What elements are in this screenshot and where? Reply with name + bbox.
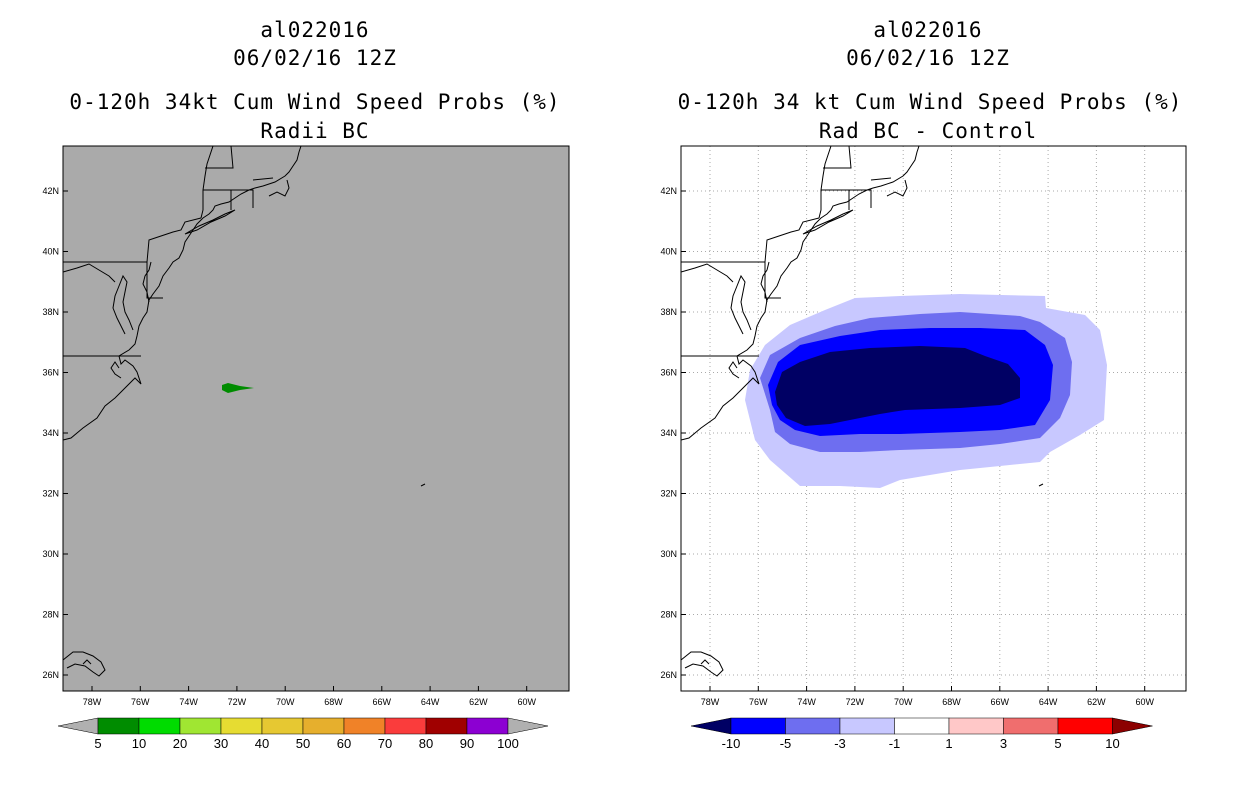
colorbar-swatch bbox=[730, 717, 786, 735]
colorbar-swatch bbox=[948, 717, 1004, 735]
colorbar-label: 5 bbox=[1054, 736, 1061, 751]
colorbar-swatch bbox=[425, 717, 468, 735]
colorbar-label: 10 bbox=[1105, 736, 1119, 751]
colorbar-label: 20 bbox=[173, 736, 187, 751]
right-title: 0-120h 34 kt Cum Wind Speed Probs (%) bbox=[677, 90, 1183, 114]
colorbar-label: 1 bbox=[945, 736, 952, 751]
lon-label-64W: 64W bbox=[1039, 697, 1058, 707]
colorbar-swatch bbox=[1003, 717, 1059, 735]
colorbar-swatch bbox=[785, 717, 841, 735]
lat-label-38N: 38N bbox=[42, 307, 59, 317]
lon-label-62W: 62W bbox=[1087, 697, 1106, 707]
colorbar-label: 60 bbox=[337, 736, 351, 751]
lat-label-34N: 34N bbox=[42, 428, 59, 438]
lon-label-78W: 78W bbox=[83, 697, 102, 707]
lon-label-78W: 78W bbox=[701, 697, 720, 707]
lon-label-68W: 68W bbox=[942, 697, 961, 707]
colorbar-swatch bbox=[220, 717, 263, 735]
lon-label-74W: 74W bbox=[179, 697, 198, 707]
left-subtitle: Radii BC bbox=[260, 119, 370, 143]
lon-label-60W: 60W bbox=[517, 697, 536, 707]
left-storm-id: al022016 bbox=[260, 18, 370, 42]
lat-label-28N: 28N bbox=[42, 610, 59, 620]
colorbar-swatch bbox=[384, 717, 427, 735]
lat-label-34N: 34N bbox=[660, 428, 677, 438]
right-subtitle: Rad BC - Control bbox=[818, 119, 1038, 143]
lat-label-26N: 26N bbox=[42, 670, 59, 680]
lat-label-26N: 26N bbox=[660, 670, 677, 680]
lat-label-36N: 36N bbox=[42, 368, 59, 378]
right-storm-id: al022016 bbox=[873, 18, 983, 42]
colorbar-swatch bbox=[261, 717, 304, 735]
colorbar-swatch bbox=[343, 717, 386, 735]
lat-label-28N: 28N bbox=[660, 610, 677, 620]
lat-label-32N: 32N bbox=[660, 489, 677, 499]
lon-label-70W: 70W bbox=[894, 697, 913, 707]
colorbar-label: -3 bbox=[834, 736, 846, 751]
lon-label-60W: 60W bbox=[1135, 697, 1154, 707]
lon-label-66W: 66W bbox=[373, 697, 392, 707]
colorbar-label: 40 bbox=[255, 736, 269, 751]
lon-label-72W: 72W bbox=[228, 697, 247, 707]
left-map-frame bbox=[62, 145, 570, 692]
colorbar-swatch bbox=[138, 717, 181, 735]
lon-label-62W: 62W bbox=[469, 697, 488, 707]
colorbar-label: -10 bbox=[722, 736, 741, 751]
left-map: 78W 76W 74W 72W 70W 68W 66W 64W 62W 60W 42N 40N 38N 3… bbox=[42, 145, 570, 707]
lat-label-42N: 42N bbox=[42, 186, 59, 196]
right-date: 06/02/16 12Z bbox=[846, 46, 1010, 70]
left-date: 06/02/16 12Z bbox=[233, 46, 397, 70]
lat-label-40N: 40N bbox=[660, 247, 677, 257]
colorbar-swatch bbox=[179, 717, 222, 735]
colorbar-swatch bbox=[302, 717, 345, 735]
right-contour-minus-10 bbox=[775, 346, 1020, 426]
lat-label-36N: 36N bbox=[660, 368, 677, 378]
colorbar-swatch bbox=[1057, 717, 1113, 735]
lat-label-40N: 40N bbox=[42, 247, 59, 257]
left-map-background bbox=[63, 146, 569, 691]
left-title: 0-120h 34kt Cum Wind Speed Probs (%) bbox=[69, 90, 561, 114]
colorbar-label: 10 bbox=[132, 736, 146, 751]
colorbar-label: 90 bbox=[460, 736, 474, 751]
colorbar-swatch bbox=[839, 717, 895, 735]
right-map: 78W 76W 74W 72W 70W 68W 66W 64W 62W 60W 42N 40N 38N 3… bbox=[660, 145, 1187, 707]
colorbar-label: 70 bbox=[378, 736, 392, 751]
lat-label-42N: 42N bbox=[660, 186, 677, 196]
lat-label-32N: 32N bbox=[42, 489, 59, 499]
lat-label-30N: 30N bbox=[42, 549, 59, 559]
lon-label-76W: 76W bbox=[749, 697, 768, 707]
colorbar-swatch bbox=[466, 717, 509, 735]
lon-label-68W: 68W bbox=[324, 697, 343, 707]
colorbar-label: 100 bbox=[497, 736, 519, 751]
colorbar-swatch bbox=[894, 717, 950, 735]
colorbar-label: 50 bbox=[296, 736, 310, 751]
lon-label-64W: 64W bbox=[421, 697, 440, 707]
lon-label-70W: 70W bbox=[276, 697, 295, 707]
right-colorbar: -10 -5 -3 -1 1 3 5 10 bbox=[690, 717, 1153, 751]
left-probability-contour-5 bbox=[222, 383, 254, 393]
lon-label-66W: 66W bbox=[991, 697, 1010, 707]
colorbar-swatch bbox=[97, 717, 140, 735]
colorbar-label: -5 bbox=[780, 736, 792, 751]
colorbar-label: 30 bbox=[214, 736, 228, 751]
lon-label-76W: 76W bbox=[131, 697, 150, 707]
colorbar-label: 3 bbox=[1000, 736, 1007, 751]
lat-label-38N: 38N bbox=[660, 307, 677, 317]
colorbar-label: 80 bbox=[419, 736, 433, 751]
colorbar-label: 5 bbox=[94, 736, 101, 751]
lon-label-72W: 72W bbox=[846, 697, 865, 707]
left-colorbar: 5 10 20 30 40 50 60 70 80 90 100 bbox=[57, 717, 549, 751]
lat-label-30N: 30N bbox=[660, 549, 677, 559]
lon-label-74W: 74W bbox=[797, 697, 816, 707]
colorbar-label: -1 bbox=[889, 736, 901, 751]
right-map-frame bbox=[680, 145, 1187, 692]
